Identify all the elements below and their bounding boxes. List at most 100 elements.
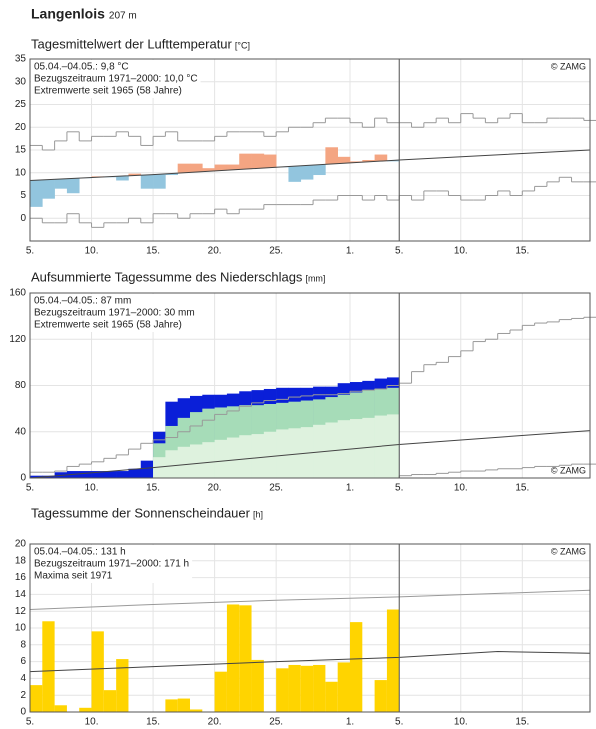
info-line: Bezugszeitraum 1971–2000: 30 mm xyxy=(34,308,195,319)
info-background xyxy=(31,294,198,332)
deviation-bar xyxy=(140,174,154,189)
y-tick-label: 120 xyxy=(9,334,26,345)
area-step xyxy=(239,435,252,478)
x-tick-label: 20. xyxy=(208,717,222,728)
info-background xyxy=(31,545,193,583)
deviation-bar xyxy=(263,154,277,168)
deviation-bar xyxy=(350,161,363,163)
deviation-bar xyxy=(313,164,326,176)
info-line: Bezugszeitraum 1971–2000: 171 h xyxy=(34,559,189,570)
line xyxy=(29,651,591,673)
x-tick-label: 10. xyxy=(85,246,99,257)
info-line: Extremwerte seit 1965 (58 Jahre) xyxy=(34,86,182,97)
deviation-bar xyxy=(54,179,68,189)
y-tick-label: 0 xyxy=(20,707,26,718)
area-step xyxy=(313,424,326,478)
bar xyxy=(42,621,55,712)
x-tick-label: 10. xyxy=(454,717,468,728)
deviation-bar xyxy=(177,163,191,173)
area-step xyxy=(251,434,265,478)
area-step xyxy=(325,422,338,478)
info-line: Bezugszeitraum 1971–2000: 10,0 °C xyxy=(34,74,198,85)
x-tick-label: 1. xyxy=(346,717,354,728)
plot-border xyxy=(29,292,591,479)
y-tick-label: 4 xyxy=(20,673,26,684)
y-tick-label: 6 xyxy=(20,656,26,667)
y-tick-label: 18 xyxy=(15,555,27,566)
deviation-bar xyxy=(66,178,80,194)
area-step xyxy=(374,415,388,478)
x-tick-label: 10. xyxy=(454,483,468,494)
deviation-bar xyxy=(116,176,129,181)
bar xyxy=(165,699,178,712)
x-tick-label: 5. xyxy=(26,483,34,494)
area-step xyxy=(226,437,240,478)
copyright: © ZAMG xyxy=(551,546,586,556)
x-tick-label: 15. xyxy=(146,717,160,728)
bar xyxy=(325,681,338,712)
deviation-bar xyxy=(374,154,388,162)
y-tick-label: 12 xyxy=(15,606,27,617)
area-step xyxy=(263,431,277,478)
bar xyxy=(337,662,350,712)
x-tick-label: 5. xyxy=(26,246,34,257)
x-tick-label: 1. xyxy=(346,246,354,257)
y-tick-label: 35 xyxy=(15,54,27,65)
area-step xyxy=(103,471,117,478)
copyright: © ZAMG xyxy=(551,465,586,475)
x-tick-label: 10. xyxy=(454,246,468,257)
chart-title: Tagesmittelwert der Lufttemperatur xyxy=(31,36,233,51)
bar xyxy=(190,709,203,712)
deviation-bar xyxy=(153,174,166,189)
y-tick-label: 25 xyxy=(15,99,27,110)
bar xyxy=(239,605,252,712)
x-tick-label: 5. xyxy=(26,717,34,728)
bar xyxy=(54,705,67,712)
x-tick-label: 15. xyxy=(146,246,160,257)
x-tick-label: 15. xyxy=(146,483,160,494)
bar xyxy=(350,622,363,712)
y-tick-label: 10 xyxy=(15,623,27,634)
area-step xyxy=(214,439,228,478)
area-step xyxy=(300,427,314,478)
area-step xyxy=(30,475,43,478)
y-tick-label: 16 xyxy=(15,572,27,583)
chart: Aufsummierte Tagessumme des Niederschlag… xyxy=(9,269,596,494)
deviation-bar xyxy=(214,164,228,171)
bar xyxy=(226,604,240,712)
info-line: 05.04.–04.05.: 87 mm xyxy=(34,296,131,307)
elevation: 207 m xyxy=(109,11,137,22)
bar xyxy=(91,631,104,712)
deviation-bar xyxy=(42,179,55,199)
bar xyxy=(177,698,190,712)
y-tick-label: 40 xyxy=(15,426,27,437)
deviation-bar xyxy=(165,173,178,176)
y-tick-label: 15 xyxy=(15,145,27,156)
area-step xyxy=(362,417,375,478)
line xyxy=(29,430,591,479)
x-tick-label: 5. xyxy=(395,717,403,728)
bar xyxy=(251,659,264,712)
x-tick-label: 5. xyxy=(395,483,403,494)
x-tick-label: 1. xyxy=(346,483,354,494)
area-step xyxy=(165,450,178,478)
y-tick-label: 160 xyxy=(9,288,26,299)
deviation-bar xyxy=(300,165,314,180)
chart-title: Tagessumme der Sonnenscheindauer xyxy=(31,505,251,520)
y-tick-label: 20 xyxy=(15,539,27,550)
chart-title: Aufsummierte Tagessumme des Niederschlag… xyxy=(31,269,303,284)
area-step xyxy=(190,444,203,478)
y-tick-label: 20 xyxy=(15,122,27,133)
plot-border xyxy=(29,543,591,713)
bar xyxy=(79,707,92,712)
area-step xyxy=(288,428,302,478)
area-step xyxy=(153,457,166,478)
deviation-bar xyxy=(386,160,400,162)
area-step xyxy=(177,446,191,478)
plot-border xyxy=(29,58,591,242)
bar xyxy=(276,668,289,712)
y-tick-label: 10 xyxy=(15,167,27,178)
area-step xyxy=(276,429,289,478)
x-tick-label: 10. xyxy=(85,483,99,494)
deviation-bar xyxy=(239,153,252,170)
